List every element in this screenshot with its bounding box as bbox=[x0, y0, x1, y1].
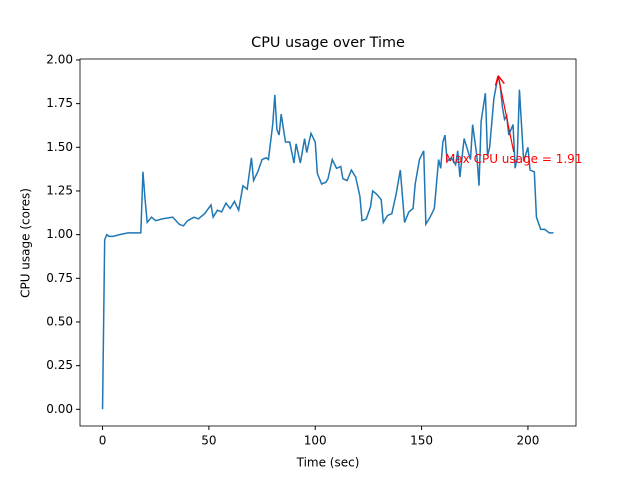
x-tick-label: 0 bbox=[99, 434, 107, 448]
annotation-text: Max CPU usage = 1.91 bbox=[445, 152, 582, 166]
x-tick-label: 100 bbox=[304, 434, 327, 448]
y-tick-label: 1.25 bbox=[46, 183, 73, 197]
annotation-arrow bbox=[498, 76, 515, 153]
x-tick-label: 50 bbox=[201, 434, 216, 448]
y-tick-label: 0.00 bbox=[46, 402, 73, 416]
chart-title: CPU usage over Time bbox=[251, 35, 405, 51]
plot-frame bbox=[79, 58, 577, 427]
y-tick-label: 1.75 bbox=[46, 96, 73, 110]
y-tick-label: 1.50 bbox=[46, 140, 73, 154]
x-tick-label: 150 bbox=[410, 434, 433, 448]
data-line bbox=[101, 75, 554, 410]
y-axis-label: CPU usage (cores) bbox=[19, 188, 33, 298]
y-tick-label: 1.00 bbox=[46, 227, 73, 241]
x-tick-label: 200 bbox=[516, 434, 539, 448]
x-axis-label: Time (sec) bbox=[296, 456, 360, 470]
y-tick-label: 0.75 bbox=[46, 271, 73, 285]
y-tick-label: 2.00 bbox=[46, 52, 73, 66]
y-tick-label: 0.50 bbox=[46, 314, 73, 328]
y-tick-label: 0.25 bbox=[46, 358, 73, 372]
